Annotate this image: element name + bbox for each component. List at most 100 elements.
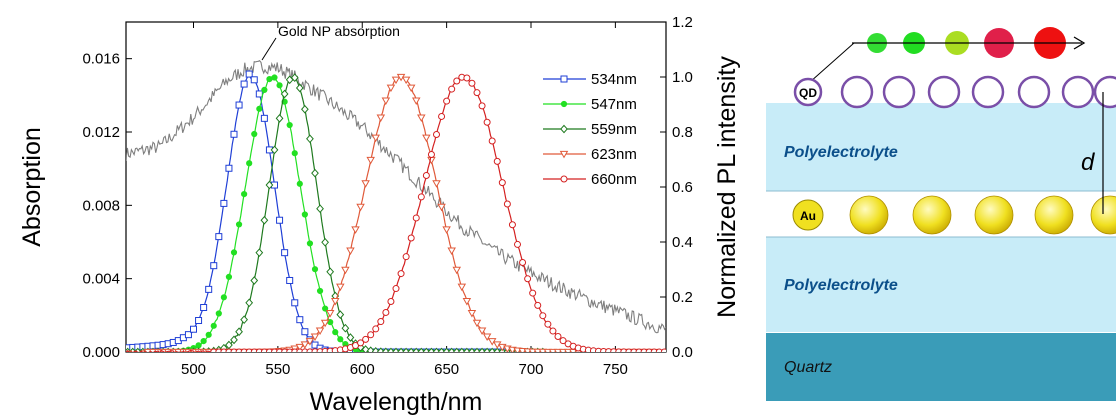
qd-ring bbox=[1093, 75, 1116, 109]
series-point bbox=[534, 301, 542, 309]
series-point bbox=[195, 317, 203, 325]
series-point bbox=[230, 130, 238, 138]
legend-entry: 660nm bbox=[543, 171, 637, 188]
series-point bbox=[341, 266, 350, 275]
legend-entry: 623nm bbox=[543, 146, 637, 163]
plot-frame bbox=[125, 21, 667, 353]
series-point bbox=[443, 97, 451, 105]
legend-entry: 547nm bbox=[543, 96, 637, 113]
series-point bbox=[281, 249, 289, 257]
series-point bbox=[437, 347, 446, 352]
series-point bbox=[529, 289, 537, 297]
series-point bbox=[246, 160, 253, 167]
series-point bbox=[295, 83, 304, 93]
series-point bbox=[200, 304, 208, 312]
series-point bbox=[276, 216, 284, 224]
schematic: Polyelectrolyte Polyelectrolyte Quartz Q… bbox=[766, 27, 1116, 401]
series-point bbox=[382, 347, 390, 352]
series-point bbox=[245, 298, 254, 308]
series-point bbox=[508, 221, 516, 229]
y-right-tick-label: 0.0 bbox=[672, 344, 693, 361]
series-point bbox=[482, 333, 492, 342]
legend-marker bbox=[560, 124, 568, 134]
au-particle bbox=[1034, 195, 1074, 235]
qd-ring bbox=[882, 75, 916, 109]
series-point bbox=[261, 86, 268, 93]
series-point bbox=[235, 327, 243, 337]
series-point bbox=[372, 325, 380, 333]
series-point bbox=[250, 276, 259, 285]
series-point bbox=[539, 312, 547, 320]
series-point bbox=[306, 240, 314, 247]
polyelectrolyte-label-bottom: Polyelectrolyte bbox=[784, 277, 898, 294]
series-point bbox=[315, 327, 325, 336]
series-point bbox=[311, 168, 319, 178]
y-tick-label: 0.016 bbox=[82, 51, 120, 68]
series-point bbox=[432, 180, 441, 188]
series-point bbox=[387, 297, 395, 305]
series-point bbox=[245, 70, 253, 78]
legend-label: 547nm bbox=[591, 96, 637, 113]
series-point bbox=[549, 327, 557, 335]
series-point bbox=[362, 335, 370, 343]
series-point bbox=[452, 347, 461, 352]
series-point bbox=[290, 73, 299, 83]
series-point bbox=[391, 76, 401, 85]
series-point bbox=[433, 131, 440, 139]
qd-badge bbox=[793, 77, 823, 107]
y-tick-label: 0.008 bbox=[82, 197, 120, 214]
y-axis-left-ticks: 0.000 0.004 0.008 0.012 0.016 bbox=[82, 51, 132, 361]
series-point bbox=[265, 180, 274, 190]
series-point bbox=[300, 341, 310, 349]
series-point bbox=[417, 347, 426, 352]
series-point bbox=[432, 347, 441, 352]
distance-label: d bbox=[1081, 149, 1095, 176]
y-tick-label: 0.004 bbox=[82, 271, 120, 288]
series-point bbox=[467, 310, 477, 318]
series-point bbox=[473, 89, 481, 97]
legend-entry: 559nm bbox=[543, 121, 637, 138]
series-point bbox=[286, 121, 293, 129]
series-point bbox=[280, 89, 289, 99]
au-particle bbox=[849, 195, 889, 235]
x-tick-label: 750 bbox=[603, 361, 628, 378]
legend-marker bbox=[560, 175, 568, 183]
series-point bbox=[366, 346, 375, 352]
series-point bbox=[321, 237, 329, 247]
series-point bbox=[205, 331, 212, 338]
legend-label: 559nm bbox=[591, 121, 637, 138]
series-point bbox=[296, 180, 303, 187]
au-particle bbox=[1090, 195, 1116, 235]
legend-entry: 534nm bbox=[543, 71, 637, 88]
au-particle bbox=[974, 195, 1014, 235]
series-point bbox=[210, 348, 218, 352]
series-point bbox=[457, 283, 467, 292]
series-point bbox=[453, 77, 461, 85]
x-tick-label: 700 bbox=[518, 361, 543, 378]
x-tick-label: 600 bbox=[350, 361, 375, 378]
series-point bbox=[514, 240, 521, 248]
legend-label: 623nm bbox=[591, 146, 637, 163]
legend-marker bbox=[560, 75, 568, 83]
series-point bbox=[382, 308, 390, 316]
series-point bbox=[357, 339, 365, 347]
series-point bbox=[427, 347, 436, 352]
series-point bbox=[316, 204, 324, 214]
qd-ring bbox=[971, 75, 1005, 109]
series-layer bbox=[126, 70, 666, 352]
series-point bbox=[190, 325, 197, 333]
series-point bbox=[463, 347, 471, 352]
series-point bbox=[256, 105, 263, 112]
series-point bbox=[427, 150, 435, 158]
series-point bbox=[225, 164, 233, 172]
series-point bbox=[478, 102, 486, 110]
series-point bbox=[478, 347, 486, 352]
x-tick-label: 500 bbox=[181, 361, 206, 378]
series-point bbox=[447, 247, 456, 256]
series-point bbox=[215, 310, 222, 317]
series-point bbox=[381, 97, 391, 106]
series-point bbox=[311, 266, 319, 273]
series-point bbox=[251, 130, 258, 138]
series-point bbox=[448, 85, 456, 93]
au-badge-label: Au bbox=[800, 209, 816, 223]
